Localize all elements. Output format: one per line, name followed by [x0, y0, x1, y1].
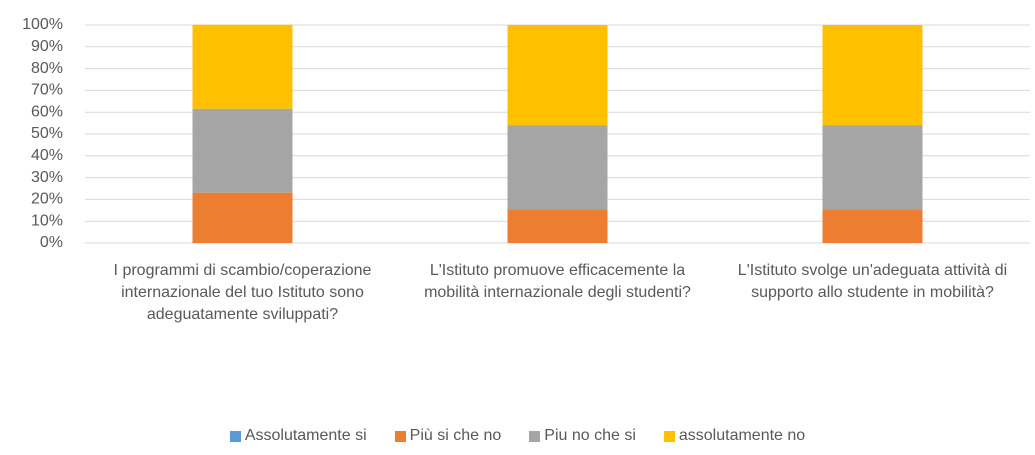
y-tick-label: 30% — [31, 169, 63, 186]
y-tick-label: 100% — [22, 16, 63, 33]
legend-swatch — [663, 430, 675, 442]
y-tick-label: 80% — [31, 60, 63, 77]
legend-label: Piu no che si — [544, 427, 636, 444]
bar-segment — [822, 25, 923, 126]
legend-label: Assolutamente si — [244, 427, 367, 444]
legend-label: assolutamente no — [678, 427, 806, 444]
legend-item: Più si che no — [394, 427, 502, 445]
bar-segment — [507, 25, 608, 126]
legend-swatch — [394, 430, 406, 442]
y-tick-label: 60% — [31, 103, 63, 120]
bar-segment — [507, 125, 608, 210]
legend-swatch — [529, 430, 541, 442]
bar-segment — [822, 209, 923, 243]
legend-item: assolutamente no — [663, 427, 806, 445]
y-tick-label: 40% — [31, 147, 63, 164]
legend-label: Più si che no — [409, 427, 502, 444]
bar-segment — [192, 192, 293, 243]
y-tick-label: 90% — [31, 38, 63, 55]
plot: 0% 10% 20% 30% 40% 50% 60% 70% 80% 90% 100% — [22, 16, 1030, 251]
y-tick-label: 10% — [31, 212, 63, 229]
y-tick-label: 70% — [31, 82, 63, 99]
y-tick-label: 50% — [31, 125, 63, 142]
legend: Assolutamente si Più si che no Piu no che … — [0, 427, 1035, 445]
legend-swatch — [229, 430, 241, 442]
bar-segment — [192, 24, 293, 109]
y-tick-label: 0% — [40, 234, 63, 251]
legend-item: Piu no che si — [529, 427, 636, 445]
x-tick-label: L'Istituto promuove efficacemente la mob… — [424, 262, 691, 301]
y-tick-label: 20% — [31, 191, 63, 208]
x-tick-label: I programmi di scambio/coperazione inter… — [113, 262, 372, 323]
bar-segment — [822, 125, 923, 210]
bar-segment — [192, 108, 293, 193]
legend-item: Assolutamente si — [229, 427, 367, 445]
x-tick-label: L'Istituto svolge un'adeguata attività d… — [737, 262, 1008, 301]
bar-segment — [507, 209, 608, 243]
